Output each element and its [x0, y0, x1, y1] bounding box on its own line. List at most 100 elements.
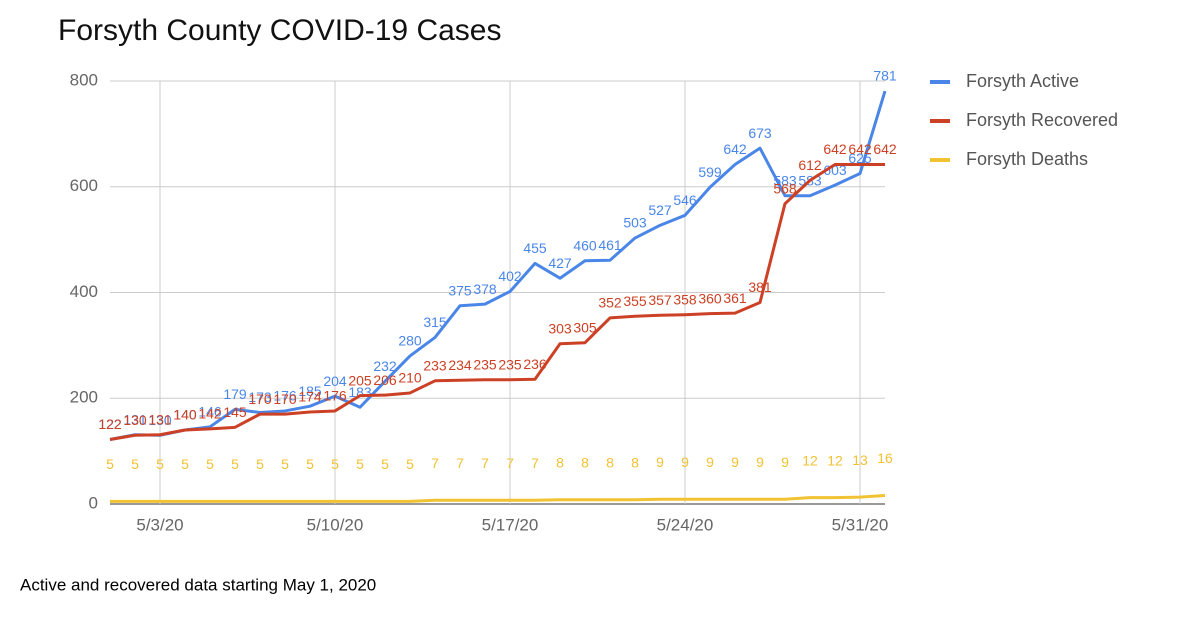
data-label: 378 [473, 281, 497, 297]
data-label: 5 [206, 456, 214, 472]
data-label: 357 [648, 292, 672, 308]
line-series [110, 494, 886, 503]
data-label: 460 [573, 237, 597, 253]
data-label: 235 [473, 356, 497, 372]
y-tick-label: 800 [70, 70, 98, 89]
data-label: 303 [548, 320, 572, 336]
legend-label: Forsyth Deaths [966, 149, 1088, 169]
data-label: 361 [723, 290, 747, 306]
data-label: 305 [573, 319, 597, 335]
data-label: 7 [481, 455, 489, 471]
data-label: 5 [356, 456, 364, 472]
data-label: 12 [827, 452, 843, 468]
data-label: 280 [398, 333, 422, 349]
data-label: 5 [406, 456, 414, 472]
data-label: 140 [173, 407, 197, 423]
y-tick-label: 0 [89, 493, 98, 512]
data-label: 122 [98, 416, 122, 432]
data-label: 642 [823, 141, 847, 157]
data-label: 360 [698, 290, 722, 306]
data-label: 9 [706, 454, 714, 470]
data-label: 527 [648, 202, 672, 218]
data-label: 355 [623, 293, 647, 309]
data-label: 9 [656, 454, 664, 470]
data-label: 5 [181, 456, 189, 472]
data-label: 174 [298, 389, 322, 405]
data-label: 9 [781, 454, 789, 470]
data-label: 5 [306, 456, 314, 472]
data-label: 122 [98, 416, 122, 432]
data-label: 173 [248, 389, 272, 405]
x-tick-label: 5/31/20 [832, 515, 889, 534]
data-label: 176 [273, 388, 297, 404]
data-label: 461 [598, 237, 622, 253]
data-label: 16 [877, 450, 893, 466]
data-label: 673 [748, 125, 772, 141]
y-tick-label: 600 [70, 176, 98, 195]
data-label: 781 [873, 68, 897, 84]
data-label: 7 [456, 455, 464, 471]
data-label: 8 [581, 454, 589, 470]
data-label: 546 [673, 192, 697, 208]
data-label: 145 [223, 404, 247, 420]
data-label: 5 [331, 456, 339, 472]
data-label: 140 [173, 407, 197, 423]
data-label: 5 [256, 456, 264, 472]
data-label: 130 [123, 412, 147, 428]
data-label: 131 [123, 411, 147, 427]
y-tick-label: 400 [70, 282, 98, 301]
data-label: 625 [848, 150, 872, 166]
line-series [109, 163, 885, 441]
data-label: 8 [556, 454, 564, 470]
data-label: 5 [381, 456, 389, 472]
y-tick-label: 200 [70, 388, 98, 407]
data-label: 170 [273, 391, 297, 407]
data-label: 612 [798, 157, 822, 173]
data-label: 205 [348, 372, 372, 388]
legend-label: Forsyth Recovered [966, 110, 1118, 130]
chart-title: Forsyth County COVID-19 Cases [58, 14, 501, 47]
data-label: 131 [148, 411, 172, 427]
legend-label: Forsyth Active [966, 71, 1079, 91]
data-label: 503 [623, 215, 647, 231]
data-label: 7 [531, 455, 539, 471]
data-label: 210 [398, 370, 422, 386]
data-label: 9 [681, 454, 689, 470]
data-label: 5 [231, 456, 239, 472]
data-label: 176 [323, 388, 347, 404]
data-label: 8 [631, 454, 639, 470]
data-label: 146 [198, 404, 222, 420]
data-label: 9 [731, 454, 739, 470]
data-label: 455 [523, 240, 547, 256]
data-label: 568 [773, 180, 797, 196]
data-label: 9 [756, 454, 764, 470]
data-label: 7 [431, 455, 439, 471]
data-label: 5 [281, 456, 289, 472]
data-label: 375 [448, 282, 472, 298]
data-label: 5 [156, 456, 164, 472]
data-label: 583 [773, 172, 797, 188]
data-label: 130 [148, 412, 172, 428]
data-label: 170 [248, 391, 272, 407]
data-label: 234 [448, 357, 472, 373]
data-label: 642 [873, 141, 897, 157]
x-tick-label: 5/10/20 [307, 515, 364, 534]
x-tick-label: 5/24/20 [657, 515, 714, 534]
data-label: 427 [548, 255, 572, 271]
data-label: 235 [498, 356, 522, 372]
data-label: 5 [106, 456, 114, 472]
data-label: 13 [852, 452, 868, 468]
data-label: 7 [506, 455, 514, 471]
data-label: 12 [802, 452, 818, 468]
data-label: 233 [423, 358, 447, 374]
data-label: 642 [723, 141, 747, 157]
data-label: 315 [423, 314, 447, 330]
data-label: 352 [598, 295, 622, 311]
data-label: 204 [323, 373, 347, 389]
data-label: 381 [748, 279, 772, 295]
data-label: 236 [523, 356, 547, 372]
data-label: 8 [606, 454, 614, 470]
data-label: 185 [298, 383, 322, 399]
data-label: 599 [698, 164, 722, 180]
